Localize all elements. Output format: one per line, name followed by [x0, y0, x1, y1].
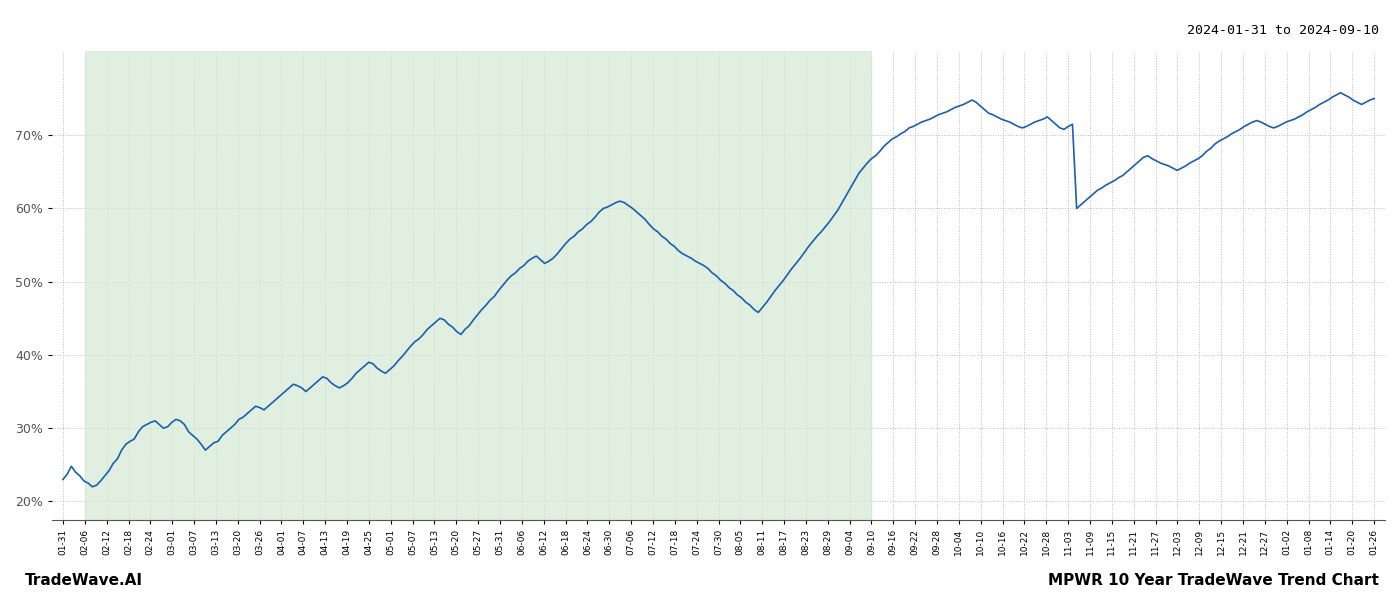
Bar — [85, 51, 871, 520]
Text: MPWR 10 Year TradeWave Trend Chart: MPWR 10 Year TradeWave Trend Chart — [1049, 573, 1379, 588]
Text: TradeWave.AI: TradeWave.AI — [25, 573, 143, 588]
Text: 2024-01-31 to 2024-09-10: 2024-01-31 to 2024-09-10 — [1187, 24, 1379, 37]
